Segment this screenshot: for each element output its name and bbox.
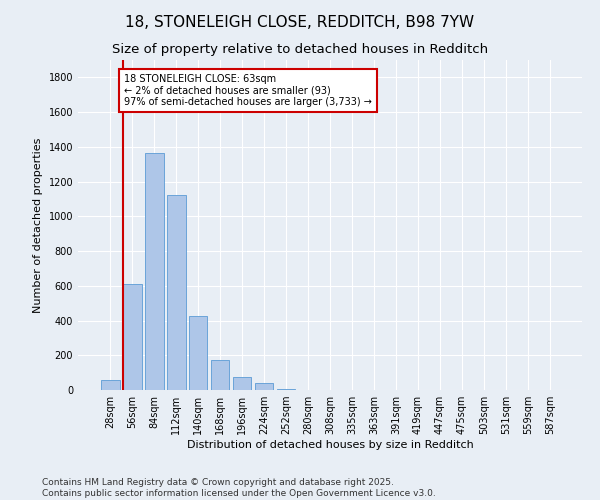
Text: Contains HM Land Registry data © Crown copyright and database right 2025.
Contai: Contains HM Land Registry data © Crown c… [42, 478, 436, 498]
Y-axis label: Number of detached properties: Number of detached properties [33, 138, 43, 312]
Text: Size of property relative to detached houses in Redditch: Size of property relative to detached ho… [112, 42, 488, 56]
Bar [123, 284, 142, 390]
Bar [101, 380, 119, 390]
Bar [255, 383, 274, 390]
Bar [233, 377, 251, 390]
Bar [145, 153, 164, 390]
Bar [189, 316, 208, 390]
X-axis label: Distribution of detached houses by size in Redditch: Distribution of detached houses by size … [187, 440, 473, 450]
Bar [211, 360, 229, 390]
Text: 18, STONELEIGH CLOSE, REDDITCH, B98 7YW: 18, STONELEIGH CLOSE, REDDITCH, B98 7YW [125, 15, 475, 30]
Text: 18 STONELEIGH CLOSE: 63sqm
← 2% of detached houses are smaller (93)
97% of semi-: 18 STONELEIGH CLOSE: 63sqm ← 2% of detac… [124, 74, 372, 107]
Bar [167, 196, 185, 390]
Bar [277, 389, 295, 390]
